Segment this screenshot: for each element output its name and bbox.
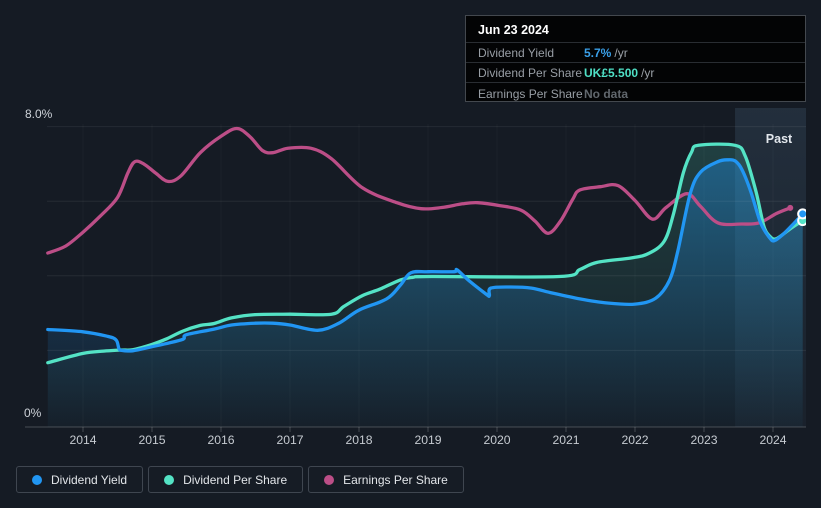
legend-item-dividend-yield[interactable]: Dividend Yield bbox=[16, 466, 144, 493]
x-axis-label-2024: 2024 bbox=[759, 433, 786, 447]
tooltip-label: Dividend Yield bbox=[478, 45, 555, 60]
dividend-yield-end-marker bbox=[797, 208, 806, 220]
dividend-yield-line bbox=[46, 158, 805, 353]
x-axis-ticks bbox=[82, 427, 774, 432]
chart-tooltip: Jun 23 2024 Dividend Yield 5.7% /yr Divi… bbox=[465, 15, 806, 102]
tooltip-label: Dividend Per Share bbox=[478, 65, 583, 80]
legend-item-earnings-per-share[interactable]: Earnings Per Share bbox=[308, 466, 464, 493]
x-axis-label-2017: 2017 bbox=[276, 433, 303, 447]
tooltip-date: Jun 23 2024 bbox=[478, 23, 549, 37]
past-label: Past bbox=[766, 132, 793, 146]
earnings-per-share-swatch-icon bbox=[324, 474, 335, 485]
x-axis-label-2015: 2015 bbox=[138, 433, 165, 447]
legend-label: Earnings Per Share bbox=[343, 472, 448, 487]
x-axis-label-2022: 2022 bbox=[621, 433, 648, 447]
y-axis-label-bottom: 0% bbox=[24, 406, 42, 420]
legend-label: Dividend Per Share bbox=[183, 472, 288, 487]
x-axis-label-2019: 2019 bbox=[414, 433, 441, 447]
legend-label: Dividend Yield bbox=[51, 472, 128, 487]
tooltip-row-dividend-yield: Dividend Yield 5.7% /yr bbox=[466, 42, 805, 62]
chart-legend: Dividend Yield Dividend Per Share Earnin… bbox=[16, 466, 464, 493]
dividend-yield-area-fill bbox=[47, 159, 803, 427]
dividend-yield-swatch-icon bbox=[32, 474, 42, 485]
tooltip-value: No data bbox=[584, 86, 629, 101]
tooltip-label: Earnings Per Share bbox=[478, 86, 583, 101]
x-axis-label-2021: 2021 bbox=[552, 433, 579, 447]
dividend-per-share-line bbox=[46, 142, 805, 365]
y-axis-label-top: 8.0% bbox=[25, 107, 53, 121]
dividend-per-share-swatch-icon bbox=[164, 474, 175, 485]
x-axis-label-2018: 2018 bbox=[345, 433, 372, 447]
tooltip-row-dividend-per-share: Dividend Per Share UK£5.500 /yr bbox=[466, 62, 805, 82]
x-axis-label-2014: 2014 bbox=[69, 433, 96, 447]
x-axis-label-2020: 2020 bbox=[483, 433, 510, 447]
earnings-per-share-line bbox=[46, 126, 792, 255]
tooltip-suffix: /yr bbox=[641, 65, 655, 80]
tooltip-value: UK£5.500 bbox=[584, 65, 639, 80]
x-axis-label-2016: 2016 bbox=[207, 433, 234, 447]
tooltip-suffix: /yr bbox=[614, 45, 628, 60]
tooltip-row-earnings-per-share: Earnings Per Share No data bbox=[466, 82, 805, 104]
legend-item-dividend-per-share[interactable]: Dividend Per Share bbox=[148, 466, 304, 493]
x-axis-label-2023: 2023 bbox=[690, 433, 717, 447]
earnings-per-share-end-marker bbox=[787, 204, 794, 211]
tooltip-value: 5.7% bbox=[584, 45, 612, 60]
